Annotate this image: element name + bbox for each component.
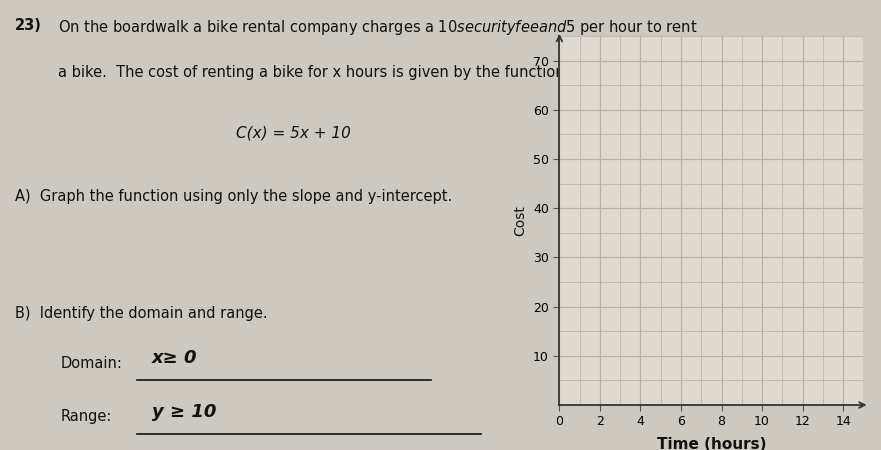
Text: x≥ 0: x≥ 0	[152, 349, 197, 367]
Text: Domain:: Domain:	[61, 356, 122, 370]
Text: 23): 23)	[15, 18, 42, 33]
Text: a bike.  The cost of renting a bike for x hours is given by the function:: a bike. The cost of renting a bike for x…	[58, 65, 570, 80]
Text: Range:: Range:	[61, 410, 112, 424]
Text: B)  Identify the domain and range.: B) Identify the domain and range.	[15, 306, 268, 321]
Text: C(x) = 5x + 10: C(x) = 5x + 10	[236, 126, 352, 141]
Text: y ≥ 10: y ≥ 10	[152, 403, 217, 421]
Text: A)  Graph the function using only the slope and y-intercept.: A) Graph the function using only the slo…	[15, 189, 453, 204]
Text: Cost: Cost	[513, 205, 527, 236]
X-axis label: Time (hours): Time (hours)	[656, 437, 766, 450]
Text: On the boardwalk a bike rental company charges a $10 security fee and $5 per hou: On the boardwalk a bike rental company c…	[58, 18, 698, 37]
